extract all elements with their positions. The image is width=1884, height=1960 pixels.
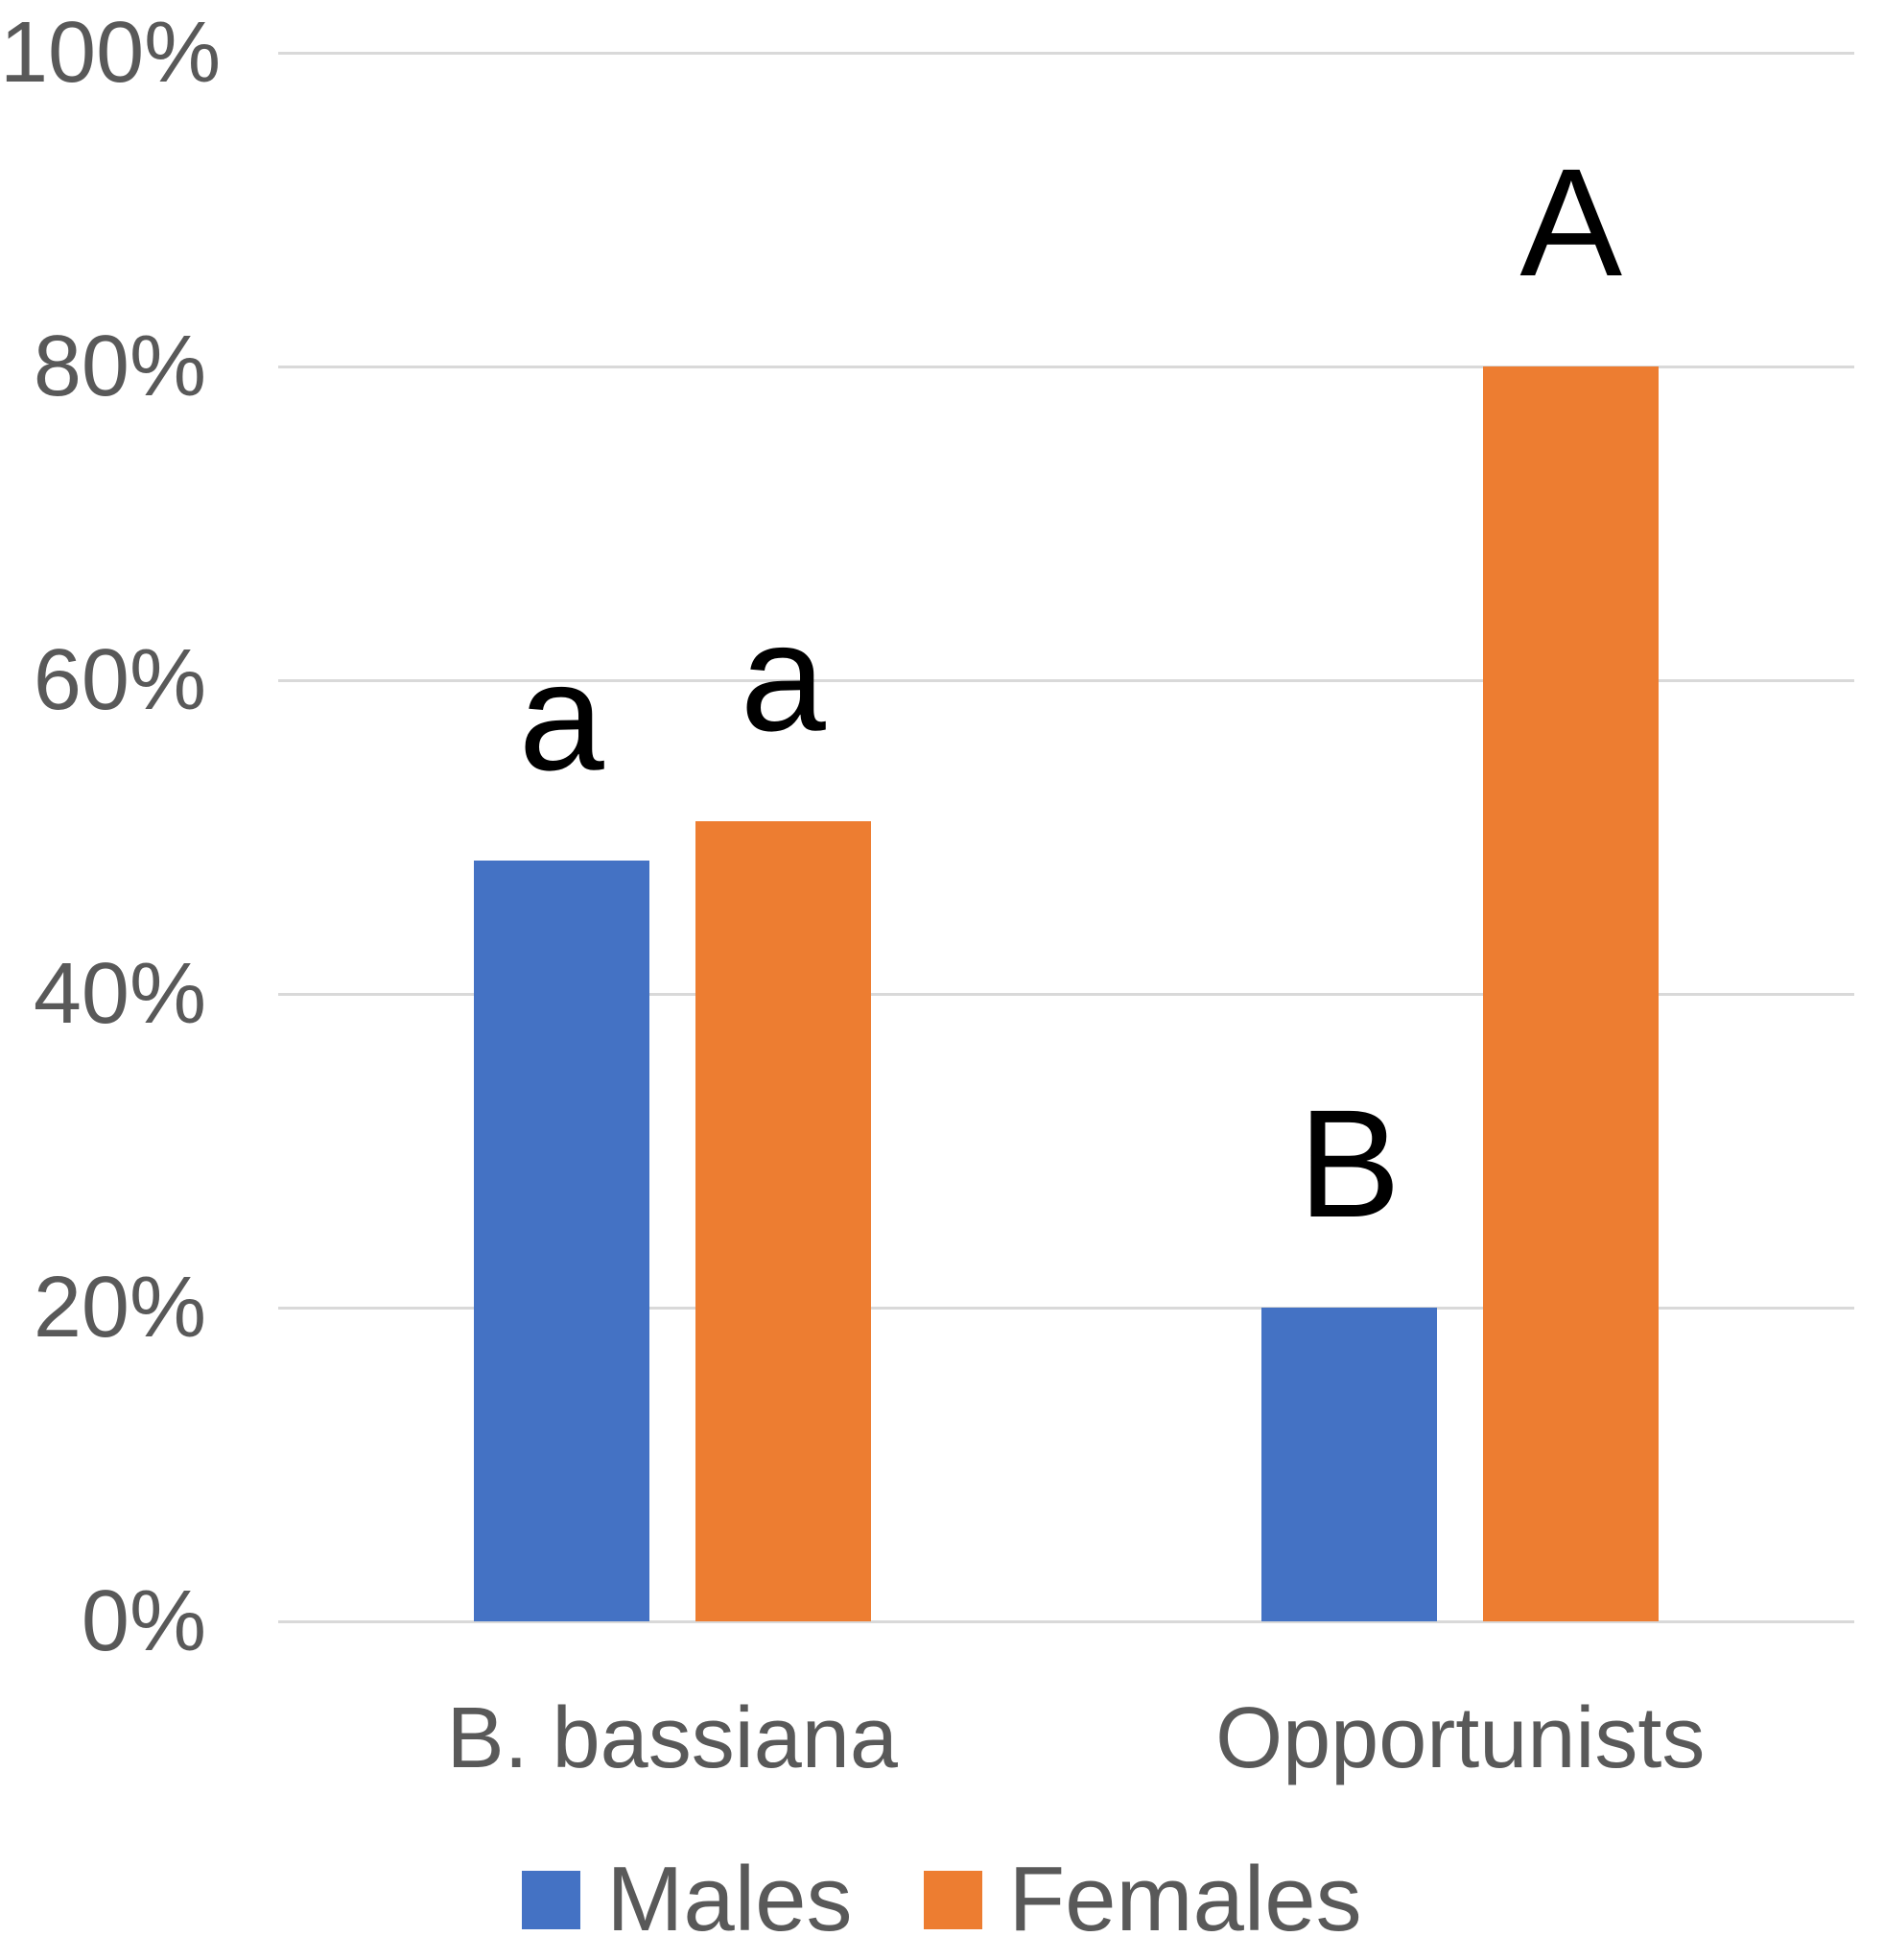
y-axis-tick-label-0%: 0%: [81, 1573, 206, 1669]
x-axis-category-label-b-bassiana: B. bassiana: [446, 1690, 898, 1786]
bar-females-b-bassiana: [695, 821, 871, 1621]
y-axis-tick-label-20%: 20%: [33, 1260, 206, 1356]
bar-males-opportunists: [1261, 1308, 1438, 1621]
males-swatch-icon: [522, 1870, 581, 1929]
females-swatch-icon: [924, 1870, 983, 1929]
gridline-40%: [278, 992, 1854, 996]
legend-item-males: Males: [522, 1854, 852, 1946]
significance-letter-a: a: [518, 630, 604, 803]
gridline-80%: [278, 365, 1854, 368]
gridline-100%: [278, 51, 1854, 55]
bar-males-b-bassiana: [473, 861, 649, 1621]
legend-label-males: Males: [606, 1848, 853, 1950]
significance-letter-A: A: [1519, 136, 1623, 308]
y-axis-tick-label-80%: 80%: [33, 319, 206, 414]
bar-females-opportunists: [1483, 366, 1660, 1621]
x-axis-category-label-opportunists: Opportunists: [1215, 1690, 1706, 1786]
gridline-20%: [278, 1306, 1854, 1310]
y-axis-tick-label-40%: 40%: [33, 946, 206, 1042]
y-axis-tick-label-60%: 60%: [33, 632, 206, 728]
legend-item-females: Females: [924, 1848, 1362, 1950]
legend: Males Females: [0, 1854, 1884, 1946]
y-axis-tick-label-100%: 100%: [0, 5, 222, 101]
gridline-60%: [278, 678, 1854, 682]
legend-label-females: Females: [1008, 1848, 1362, 1950]
gridline-0%: [278, 1619, 1854, 1623]
significance-letter-a: a: [740, 591, 826, 764]
significance-letter-B: B: [1298, 1077, 1401, 1249]
